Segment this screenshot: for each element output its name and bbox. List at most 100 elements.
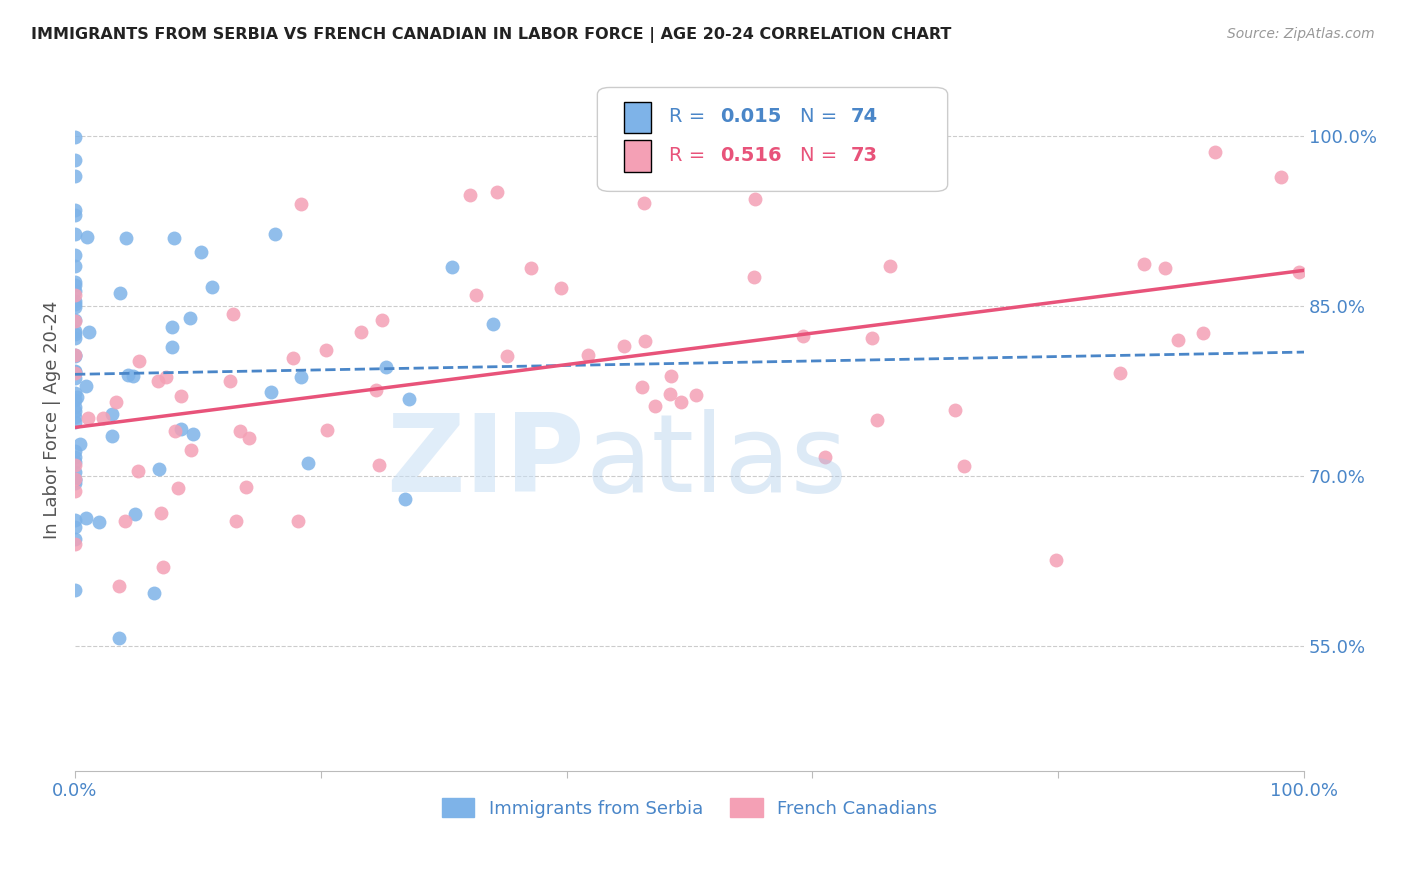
Point bbox=[63, 364, 86, 378]
Point bbox=[495, 349, 517, 363]
Point bbox=[63, 278, 86, 293]
Point bbox=[179, 311, 201, 326]
Point bbox=[163, 425, 186, 439]
Point bbox=[63, 513, 86, 527]
Point bbox=[63, 455, 86, 469]
Point bbox=[264, 227, 287, 241]
Point bbox=[115, 230, 138, 244]
Point bbox=[943, 403, 966, 417]
Point bbox=[63, 472, 86, 486]
Point bbox=[101, 428, 124, 442]
Text: R =: R = bbox=[669, 146, 711, 165]
Point bbox=[63, 444, 86, 458]
Point bbox=[63, 248, 86, 262]
Point bbox=[458, 188, 481, 202]
Point bbox=[63, 483, 86, 498]
Point bbox=[63, 297, 86, 311]
Point bbox=[1270, 169, 1292, 184]
Point bbox=[225, 515, 247, 529]
Point bbox=[69, 436, 91, 450]
Point bbox=[520, 260, 543, 275]
Point bbox=[219, 374, 242, 388]
Point bbox=[75, 379, 97, 393]
Point bbox=[63, 458, 86, 473]
Point bbox=[63, 275, 86, 289]
Point bbox=[1288, 265, 1310, 279]
Point bbox=[63, 313, 86, 327]
Point bbox=[181, 426, 204, 441]
Point bbox=[63, 365, 86, 379]
Point bbox=[162, 341, 184, 355]
Point bbox=[364, 383, 387, 397]
Point bbox=[290, 370, 312, 384]
Point bbox=[658, 387, 681, 401]
Point bbox=[613, 339, 636, 353]
Point bbox=[128, 353, 150, 368]
Point bbox=[63, 475, 86, 490]
Point bbox=[63, 415, 86, 429]
Point bbox=[63, 400, 86, 414]
Point bbox=[1154, 261, 1177, 276]
FancyBboxPatch shape bbox=[624, 140, 651, 172]
Point bbox=[170, 389, 193, 403]
Point bbox=[1133, 257, 1156, 271]
Point bbox=[953, 458, 976, 473]
Point bbox=[350, 325, 373, 339]
Point bbox=[155, 369, 177, 384]
Point bbox=[283, 351, 305, 365]
Text: N =: N = bbox=[800, 146, 844, 165]
Point bbox=[180, 442, 202, 457]
Point bbox=[260, 385, 283, 400]
Point bbox=[297, 456, 319, 470]
Text: ZIP: ZIP bbox=[387, 409, 585, 515]
Point bbox=[814, 450, 837, 464]
Point bbox=[162, 320, 184, 334]
Point bbox=[107, 579, 129, 593]
Point bbox=[671, 394, 693, 409]
Point bbox=[63, 130, 86, 145]
Point bbox=[659, 369, 682, 384]
Point bbox=[91, 410, 114, 425]
Point bbox=[63, 169, 86, 184]
Point bbox=[63, 284, 86, 298]
Point bbox=[87, 515, 110, 529]
Point bbox=[844, 137, 866, 152]
Point bbox=[66, 390, 89, 404]
Point bbox=[63, 326, 86, 341]
Text: atlas: atlas bbox=[585, 409, 846, 515]
Point bbox=[124, 507, 146, 521]
Point bbox=[374, 360, 396, 375]
Point bbox=[163, 230, 186, 244]
Point bbox=[63, 153, 86, 168]
Point bbox=[122, 368, 145, 383]
Point bbox=[370, 313, 392, 327]
Point bbox=[190, 245, 212, 260]
Point bbox=[63, 324, 86, 338]
Point bbox=[287, 514, 309, 528]
Point bbox=[481, 318, 503, 332]
Point bbox=[63, 203, 86, 218]
Point bbox=[63, 314, 86, 328]
Point bbox=[398, 392, 420, 407]
Point bbox=[465, 288, 488, 302]
Point bbox=[201, 279, 224, 293]
Point bbox=[104, 395, 127, 409]
Point bbox=[879, 260, 901, 274]
Point bbox=[63, 520, 86, 534]
Point bbox=[63, 537, 86, 551]
Text: 74: 74 bbox=[851, 107, 877, 127]
Point bbox=[148, 374, 170, 388]
Point bbox=[744, 192, 766, 206]
Point bbox=[63, 472, 86, 486]
Point bbox=[170, 422, 193, 436]
Point bbox=[63, 404, 86, 418]
Point bbox=[238, 431, 260, 445]
Point bbox=[290, 197, 312, 211]
Point bbox=[77, 411, 100, 425]
Point bbox=[63, 259, 86, 273]
Point bbox=[110, 285, 132, 300]
Point bbox=[77, 325, 100, 339]
Point bbox=[101, 407, 124, 421]
Point bbox=[76, 229, 98, 244]
Text: R =: R = bbox=[669, 107, 711, 127]
